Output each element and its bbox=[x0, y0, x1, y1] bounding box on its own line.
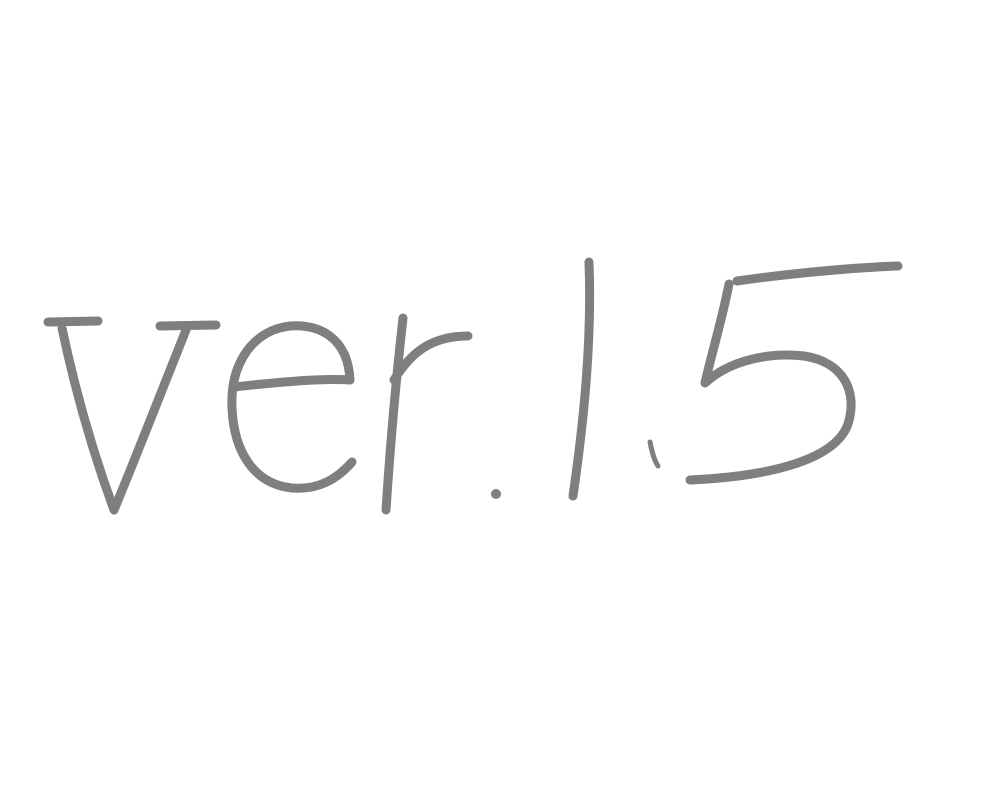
digit-1-stroke bbox=[568, 257, 595, 501]
letter-e-stroke bbox=[227, 321, 357, 493]
letter-v-stroke bbox=[43, 316, 221, 515]
digit-5-stroke bbox=[685, 261, 903, 485]
period-dot-1 bbox=[491, 489, 501, 499]
letter-r-stroke bbox=[381, 313, 473, 515]
period-dot-2 bbox=[647, 439, 661, 469]
